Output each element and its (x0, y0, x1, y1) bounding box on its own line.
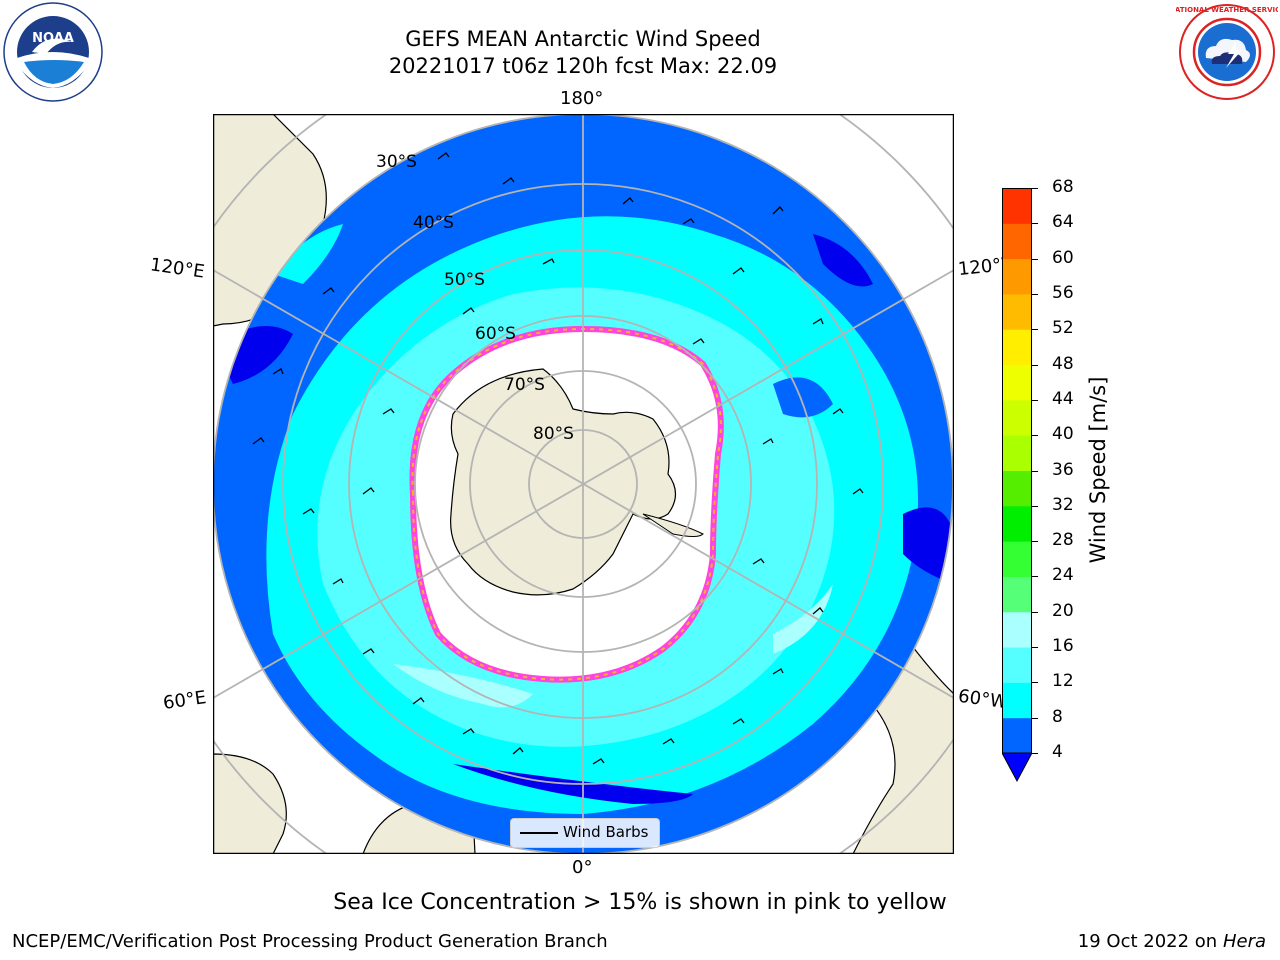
colorbar-segment (1002, 717, 1032, 754)
colorbar-tick-mark (1032, 505, 1038, 507)
lat-label-60s: 60°S (475, 324, 516, 344)
colorbar-tick-label: 56 (1052, 282, 1074, 303)
colorbar-tick-mark (1032, 753, 1038, 754)
colorbar-segment (1002, 541, 1032, 577)
colorbar-tick-mark (1032, 576, 1038, 578)
footer-credit: NCEP/EMC/Verification Post Processing Pr… (12, 931, 608, 952)
map-frame-border (213, 114, 954, 854)
colorbar-tick-label: 4 (1052, 742, 1063, 762)
noaa-logo-text: NOAA (32, 31, 74, 46)
wind-barb-legend-line (520, 832, 558, 834)
colorbar (1002, 188, 1032, 783)
lat-label-80s: 80°S (533, 424, 574, 444)
lat-label-30s: 30°S (376, 152, 417, 172)
colorbar-tick-label: 52 (1052, 318, 1074, 339)
colorbar-tick-mark (1032, 258, 1038, 260)
lat-label-40s: 40°S (413, 213, 454, 233)
colorbar-tick-mark (1032, 188, 1038, 189)
legend-label: Wind Barbs (563, 823, 649, 841)
colorbar-segment (1002, 329, 1032, 366)
colorbar-segment (1002, 258, 1032, 295)
colorbar-label: Wind Speed [m/s] (1086, 376, 1110, 564)
lon-label-0: 0° (572, 857, 593, 878)
colorbar-segment (1002, 647, 1032, 683)
map-legend: Wind Barbs (510, 818, 660, 848)
colorbar-tick-label: 44 (1052, 388, 1074, 409)
colorbar-segment (1002, 223, 1032, 260)
colorbar-tick-mark (1032, 223, 1038, 225)
colorbar-tick-label: 28 (1052, 530, 1074, 551)
lon-label-120e: 120°E (148, 254, 206, 283)
chart-subtitle: 20221017 t06z 120h fcst Max: 22.09 (388, 54, 778, 78)
colorbar-segment (1002, 293, 1032, 330)
colorbar-tick-mark (1032, 682, 1038, 684)
colorbar-tick-mark (1032, 541, 1038, 543)
lon-label-180: 180° (560, 88, 604, 109)
colorbar-segment (1002, 188, 1032, 224)
colorbar-tick-label: 48 (1052, 353, 1074, 374)
colorbar-segment (1002, 470, 1032, 507)
colorbar-tick-label: 24 (1052, 565, 1074, 586)
colorbar-tick-label: 60 (1052, 247, 1074, 268)
colorbar-tick-label: 16 (1052, 636, 1074, 657)
colorbar-tick-label: 32 (1052, 494, 1074, 515)
chart-title: GEFS MEAN Antarctic Wind Speed (405, 27, 761, 51)
colorbar-border (1002, 188, 1032, 754)
nws-logo: NATIONAL WEATHER SERVICE (1176, 3, 1278, 101)
colorbar-tick-mark (1032, 470, 1038, 472)
lat-label-50s: 50°S (444, 270, 485, 290)
colorbar-tick-mark (1032, 717, 1038, 719)
colorbar-tick-mark (1032, 647, 1038, 649)
noaa-logo: NOAA (3, 2, 103, 102)
footer-host: Hera (1222, 931, 1266, 952)
map-panel (213, 114, 954, 854)
wind-barbs (252, 152, 864, 765)
colorbar-segment (1002, 435, 1032, 471)
colorbar-tick-label: 12 (1052, 671, 1074, 692)
lat-label-70s: 70°S (504, 375, 545, 395)
colorbar-tick-mark (1032, 364, 1038, 366)
colorbar-extend-arrow (1002, 752, 1032, 783)
lon-label-60e: 60°E (161, 687, 208, 714)
colorbar-segment (1002, 364, 1032, 401)
footer-date: 19 Oct 2022 on Hera (1078, 931, 1266, 952)
antarctica (450, 368, 677, 596)
colorbar-segment (1002, 611, 1032, 648)
colorbar-tick-label: 40 (1052, 424, 1074, 445)
colorbar-tick-mark (1032, 399, 1038, 401)
colorbar-tick-label: 64 (1052, 212, 1074, 233)
nws-logo-text: NATIONAL WEATHER SERVICE (1176, 6, 1278, 14)
colorbar-tick-label: 20 (1052, 600, 1074, 621)
colorbar-segment (1002, 505, 1032, 542)
colorbar-tick-label: 8 (1052, 706, 1063, 727)
colorbar-segment (1002, 682, 1032, 719)
colorbar-tick-mark (1032, 435, 1038, 437)
colorbar-tick-mark (1032, 329, 1038, 331)
colorbar-tick-mark (1032, 611, 1038, 613)
colorbar-segment (1002, 576, 1032, 613)
colorbar-tick-label: 68 (1052, 177, 1074, 197)
sea-ice-note: Sea Ice Concentration > 15% is shown in … (333, 890, 947, 915)
colorbar-tick-label: 36 (1052, 459, 1074, 480)
footer-date-text: 19 Oct 2022 on (1077, 931, 1223, 952)
colorbar-tick-mark (1032, 293, 1038, 295)
colorbar-segment (1002, 399, 1032, 436)
